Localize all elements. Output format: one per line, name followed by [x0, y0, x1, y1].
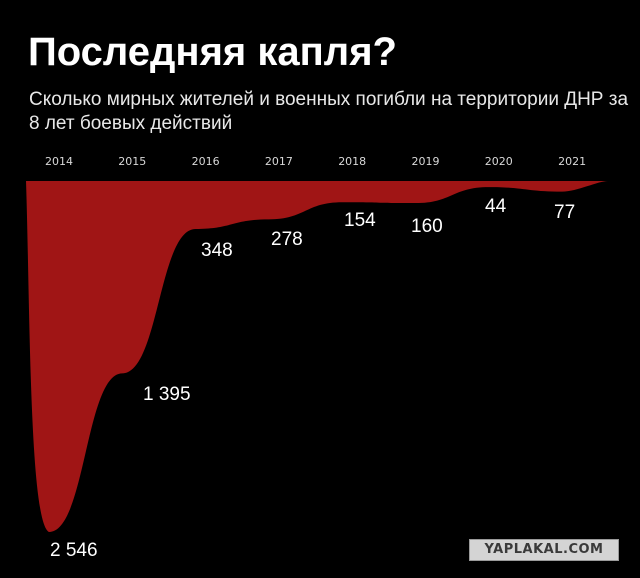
value-labels: 2 546 1 395 348 278 154 160 44 77: [50, 196, 575, 561]
value-label-2016: 348: [201, 240, 233, 261]
year-tick-2018: 2018: [338, 155, 366, 168]
year-tick-2017: 2017: [265, 155, 293, 168]
year-labels: 2014 2015 2016 2017 2018 2019 2020 2021: [45, 155, 586, 168]
casualties-area: [26, 181, 608, 532]
value-label-2019: 160: [411, 216, 443, 237]
value-label-2014: 2 546: [50, 540, 98, 561]
watermark-logo: YAPLAKAL.COM: [469, 539, 619, 561]
value-label-2017: 278: [271, 229, 303, 250]
year-tick-2021: 2021: [558, 155, 586, 168]
year-tick-2014: 2014: [45, 155, 73, 168]
value-label-2020: 44: [485, 196, 507, 217]
year-tick-2016: 2016: [192, 155, 220, 168]
year-tick-2019: 2019: [412, 155, 440, 168]
value-label-2018: 154: [344, 210, 376, 231]
year-tick-2015: 2015: [118, 155, 146, 168]
value-label-2021: 77: [554, 202, 575, 223]
chart-subtitle: Сколько мирных жителей и военных погибли…: [29, 89, 629, 134]
chart-title: Последняя капля?: [28, 30, 397, 74]
value-label-2015: 1 395: [143, 384, 191, 405]
year-tick-2020: 2020: [485, 155, 513, 168]
